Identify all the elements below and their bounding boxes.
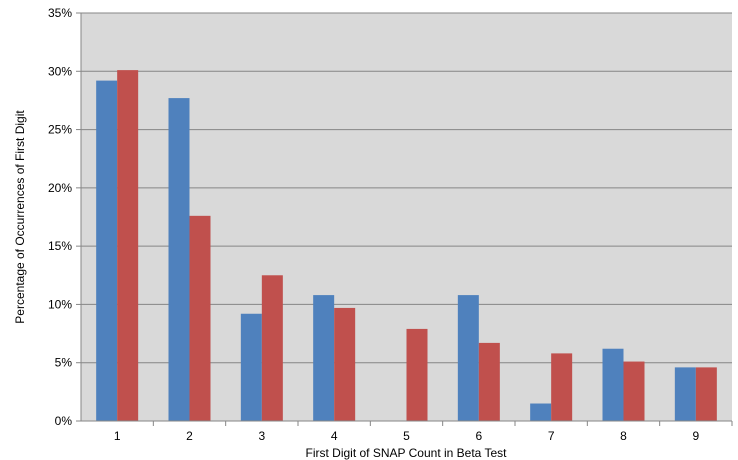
y-tick-label: 5% xyxy=(55,356,73,370)
bar-series-1 xyxy=(602,348,624,421)
bar-series-2 xyxy=(261,275,283,421)
bar-series-2 xyxy=(478,342,500,421)
x-tick-label: 1 xyxy=(114,429,121,443)
bar-series-1 xyxy=(674,367,696,421)
y-tick-label: 20% xyxy=(48,181,72,195)
bar-series-1 xyxy=(313,295,335,421)
x-tick-label: 7 xyxy=(548,429,555,443)
y-tick-label: 35% xyxy=(48,6,72,20)
y-tick-labels: 0% 5% 10% 15% 20% 25% 30% 35% xyxy=(48,6,81,428)
x-tick-label: 5 xyxy=(403,429,410,443)
bar-series-1 xyxy=(96,80,118,422)
bar-series-2 xyxy=(406,328,428,421)
y-tick-label: 30% xyxy=(48,64,72,78)
bars xyxy=(96,70,717,422)
y-tick-label: 0% xyxy=(55,414,73,428)
bar-series-2 xyxy=(334,307,356,421)
x-axis-title: First Digit of SNAP Count in Beta Test xyxy=(306,446,508,460)
y-tick-label: 15% xyxy=(48,239,72,253)
x-tick-label: 9 xyxy=(692,429,699,443)
y-tick-label: 10% xyxy=(48,297,72,311)
bar-series-1 xyxy=(168,98,190,422)
x-tick-label: 3 xyxy=(258,429,265,443)
bar-series-2 xyxy=(189,215,211,421)
x-tick-labels: 1 2 3 4 5 6 7 8 9 xyxy=(114,421,733,443)
x-tick-label: 2 xyxy=(186,429,193,443)
y-tick-label: 25% xyxy=(48,123,72,137)
bar-series-1 xyxy=(240,313,262,421)
bar-series-2 xyxy=(117,70,139,422)
bar-series-2 xyxy=(551,353,573,421)
x-tick-label: 6 xyxy=(475,429,482,443)
bar-series-1 xyxy=(530,403,552,421)
x-tick-label: 8 xyxy=(620,429,627,443)
x-tick-label: 4 xyxy=(331,429,338,443)
y-axis-title: Percentage of Occurrences of First Digit xyxy=(13,110,27,324)
bar-series-2 xyxy=(623,361,645,421)
bar-series-1 xyxy=(457,295,479,421)
bar-series-2 xyxy=(695,367,717,421)
